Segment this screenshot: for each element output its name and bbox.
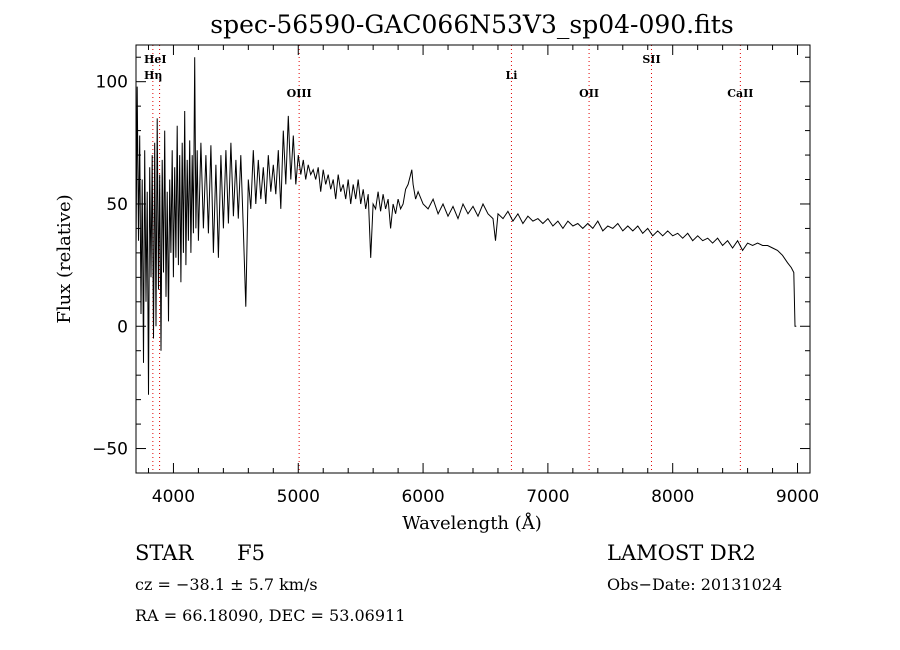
x-tick-label-2: 6000 (401, 487, 444, 507)
y-tick-label-2: 50 (106, 195, 128, 215)
y-tick-label-1: 0 (117, 317, 128, 337)
chart-title: spec-56590-GAC066N53V3_sp04-090.fits (210, 10, 733, 39)
x-tick-label-1: 5000 (277, 487, 320, 507)
object-subclass: F5 (237, 541, 265, 565)
line-label-6: CaII (727, 87, 753, 100)
line-label-1: Hη (144, 69, 162, 82)
y-axis-label: Flux (relative) (54, 194, 75, 323)
spectral-line-markers (152, 45, 741, 473)
plot-frame (135, 44, 811, 474)
coordinates: RA = 66.18090, DEC = 53.06911 (135, 606, 405, 625)
x-axis-label: Wavelength (Å) (402, 512, 542, 534)
axis-ticks (136, 45, 810, 474)
obs-date: Obs−Date: 20131024 (607, 575, 782, 594)
x-tick-label-3: 7000 (526, 487, 569, 507)
x-tick-label-0: 4000 (152, 487, 195, 507)
line-label-3: Li (505, 69, 517, 82)
line-label-0: HeI (144, 53, 167, 66)
spectral-line-labels: HeI Hη OIII Li OII SII CaII (144, 53, 753, 100)
object-class: STAR (135, 541, 194, 565)
line-label-2: OIII (287, 87, 312, 100)
series-spectrum-line (135, 57, 797, 395)
x-tick-label-5: 9000 (776, 487, 819, 507)
y-tick-label-3: 100 (96, 73, 128, 93)
y-tick-label-0: −50 (92, 440, 128, 460)
axis-tick-labels: 4000 5000 6000 7000 8000 9000 −50 0 50 100 (92, 73, 819, 507)
survey-name: LAMOST DR2 (607, 541, 756, 565)
line-label-4: OII (579, 87, 599, 100)
redshift-value: cz = −38.1 ± 5.7 km/s (135, 575, 318, 594)
line-label-5: SII (642, 53, 660, 66)
x-tick-label-4: 8000 (651, 487, 694, 507)
